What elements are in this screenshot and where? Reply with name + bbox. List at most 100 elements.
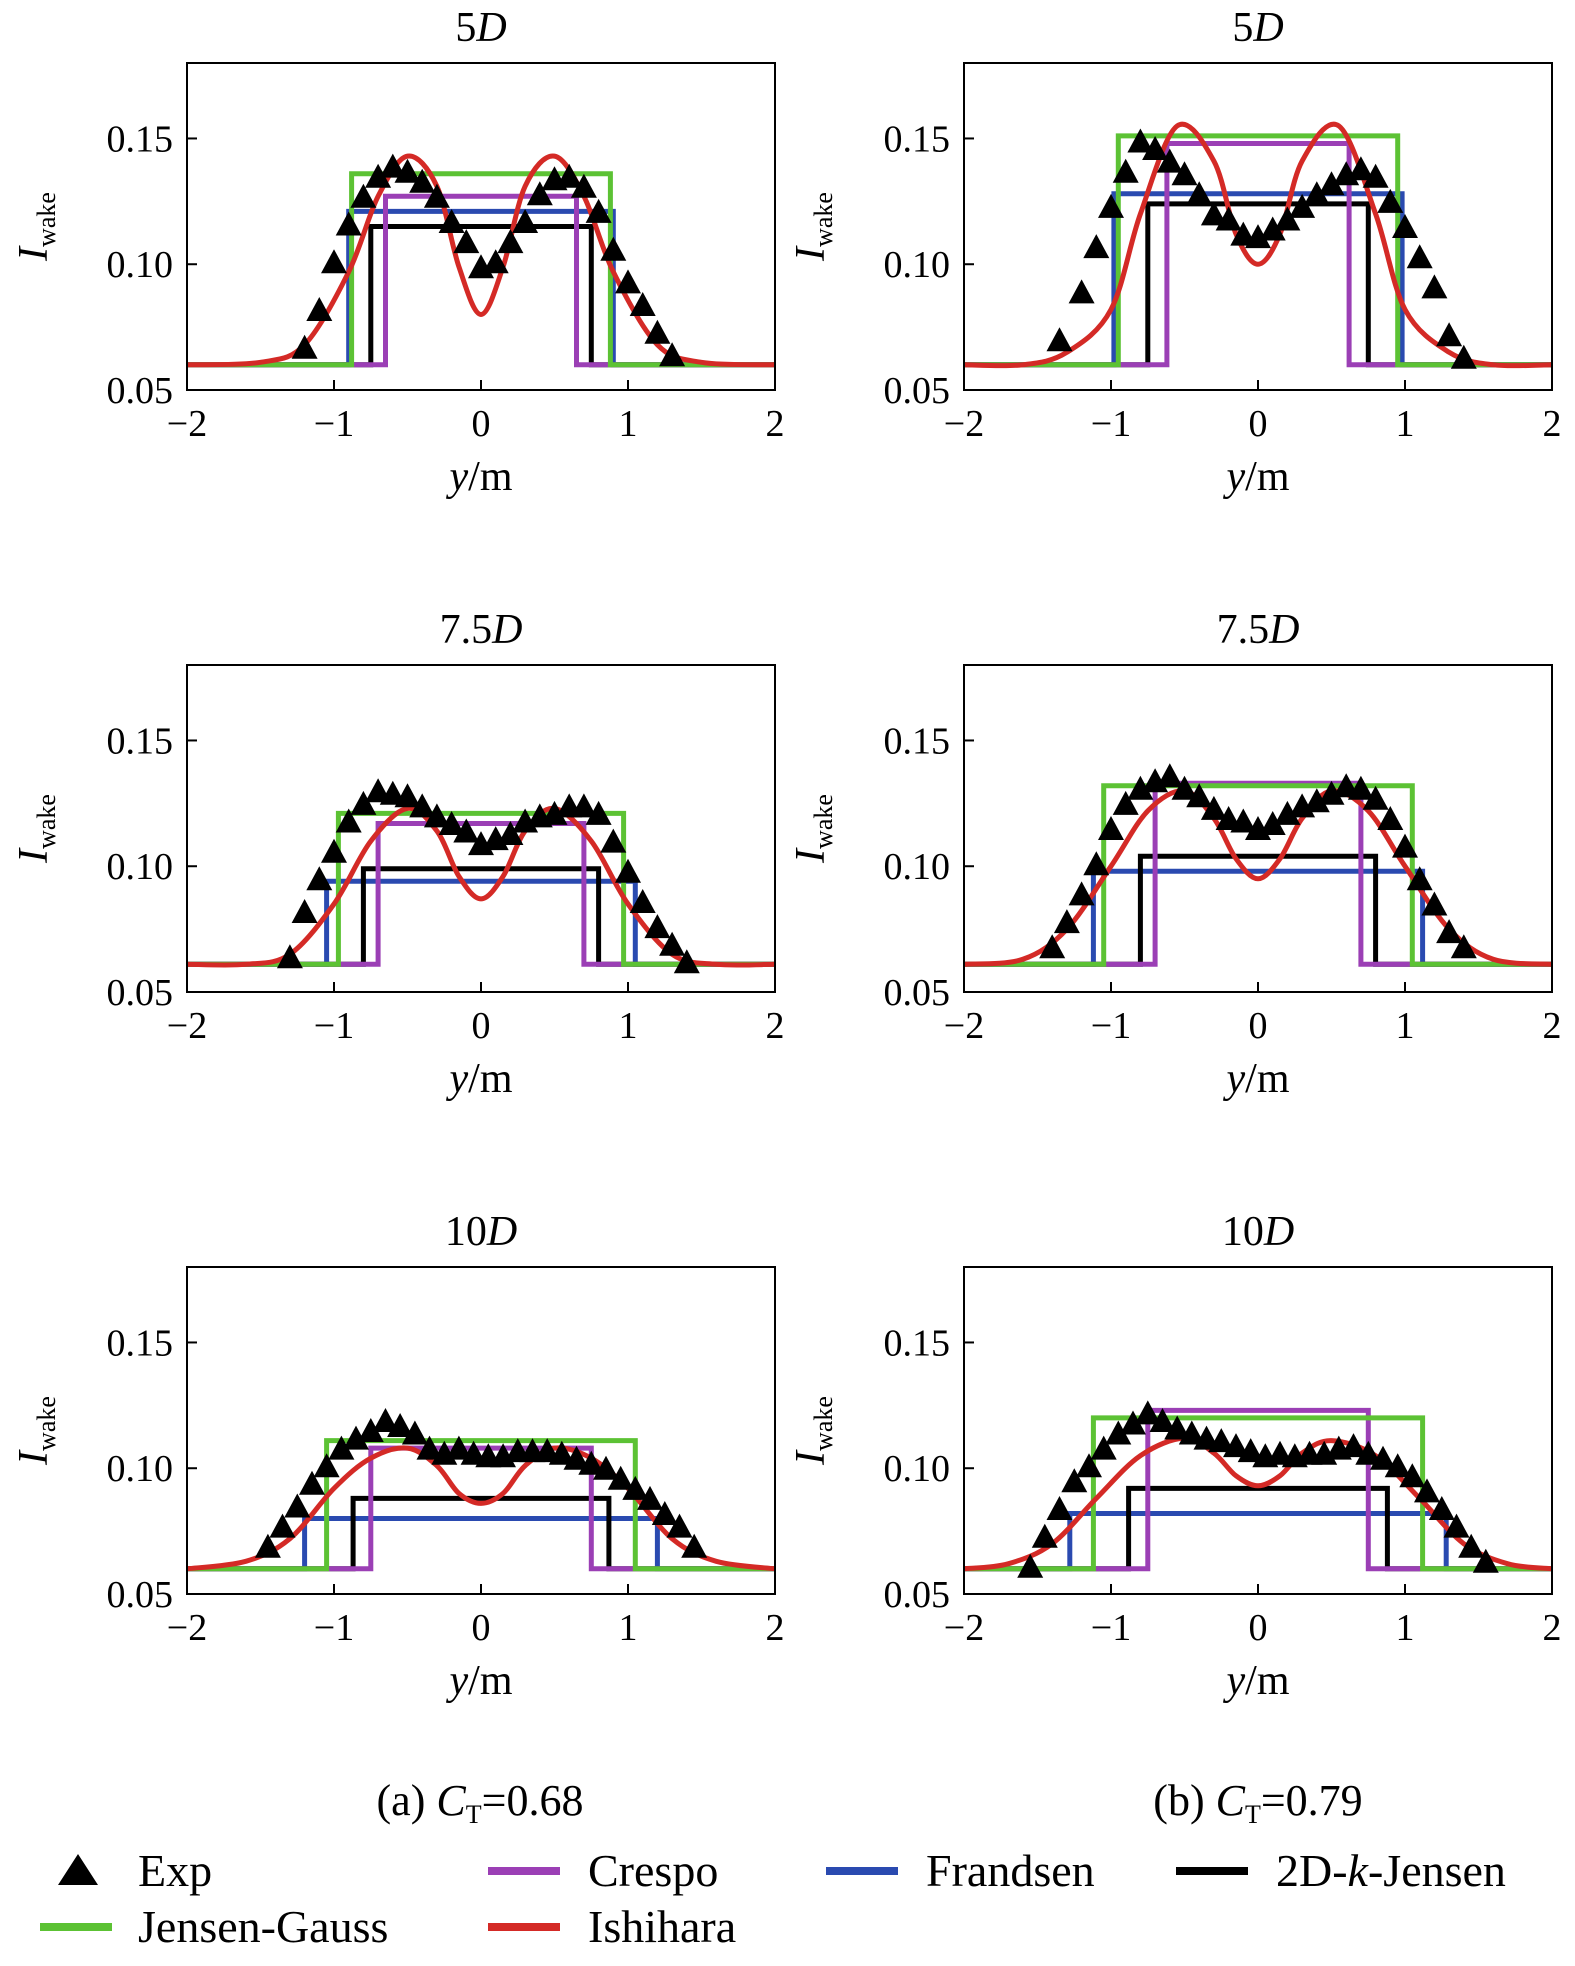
panel-a-5d-exp-point [409,168,436,193]
panel-b-5d-ishihara-line [964,121,1552,369]
panel-a-7-5d-exp-point [276,944,303,969]
panel-b-5d-ylabel-sub: wake [809,192,838,247]
panel-b-10d-xlabel-unit: /m [1245,1658,1290,1704]
panel-b-7-5d-exp-point [1039,934,1066,959]
panel-b-7-5d-exp-point [1377,806,1404,830]
panel-b-5d-exp-point [1098,193,1124,218]
panel-b-5d-crespo-line [964,141,1552,368]
panel-a-5d-xtick-label: 1 [619,403,638,445]
panel-b-5d-xtick-label: −1 [1091,403,1131,445]
legend-ishihara-label: Ishihara [588,1901,736,1952]
panel-b-7-5d-exp-point [1347,775,1374,800]
panel-b-5d-ytick-label: 0.15 [884,118,951,160]
panel-b-7-5d-exp-point [1406,866,1433,891]
panel-b-5d-exp-point [1068,279,1095,304]
panel-a-10d-xtick-label: −2 [167,1607,207,1649]
panel-b-10d-exp-point [1120,1410,1146,1435]
legend-2dkjensen-label-b: -Jensen [1368,1845,1506,1896]
panel-a-10d-ylabel-var: I [11,1449,57,1466]
panel-b-10d-exp-point [1134,1400,1161,1425]
panel-b-7-5d-exp-point [1421,891,1448,916]
panel-b-5d-ytick-label: 0.05 [884,370,951,412]
legend-exp-label: Exp [138,1845,212,1896]
panel-b-10d-exp-point [1149,1408,1176,1432]
panel-b-10d-exp-point [1223,1433,1249,1458]
panel-a-10d: 10D −2 −1 0 1 2 0.05 0.10 0.15 y/m Iwake [11,1209,785,1704]
panel-a-5d-exp-point [394,158,421,183]
panel-b-10d-xlabel: y/m [1223,1658,1290,1704]
panel-b-10d-exp-point [1061,1468,1088,1493]
panel-b-5d-xtick-label: 0 [1249,403,1268,445]
panel-a-10d-exp-point [401,1420,428,1445]
panel-b-10d-exp-point [1164,1415,1191,1440]
panel-b-10d-jensen-gauss-line [964,1415,1552,1572]
panel-b-5d-exp-point [1274,206,1301,231]
panel-a-7-5d-ylabel: Iwake [11,794,61,864]
panel-a-5d-exp-point [306,297,333,321]
panel-b-10d-xtick-label: −2 [944,1607,984,1649]
panel-a-5d-exp-point [659,342,686,367]
panel-b-7-5d-exp-point [1230,808,1257,833]
panel-b-5d-exp-point [1377,188,1404,213]
panel-a-10d-exp-point [578,1450,605,1475]
panel-a-7-5d-exp-point [497,821,524,845]
panel-a-5d-xlabel-var: y [446,454,469,500]
panel-a-7-5d-xtick-label: 0 [472,1005,491,1047]
panel-a-7-5d-exp-point [585,800,612,825]
panel-b-7-5d-series [964,763,1552,967]
panel-b-7-5d-exp-point [1083,851,1110,876]
panel-a-7-5d-title: 7.5D [440,607,523,653]
panel-b-5d-exp-point [1406,244,1433,269]
panel-a-5d-exp-point [615,269,641,294]
panel-b-5d-exp-point [1303,181,1330,206]
caption-b-var: C [1216,1776,1246,1825]
panel-a-5d-2d-k-jensen-line [187,224,775,368]
panel-b-7-5d-xlabel-unit: /m [1245,1056,1290,1102]
panel-a-5d-title: 5D [455,5,506,51]
legend-item-exp: Exp [58,1845,212,1896]
panel-b-10d-exp-point [1105,1420,1132,1445]
legend-frandsen-label: Frandsen [926,1845,1095,1896]
panel-b-10d-xlabel-var: y [1223,1658,1246,1704]
panel-b-7-5d-ytick-label: 0.15 [884,720,951,762]
panel-b-10d-exp-point [1355,1440,1382,1465]
panel-b-5d-xlabel-unit: /m [1245,454,1290,500]
panel-b-7-5d-exp-point [1112,790,1139,815]
panel-b-10d-ylabel-sub: wake [809,1396,838,1451]
panel-a-10d-ytick-label: 0.10 [107,1448,174,1490]
panel-b-10d-exp-point [1384,1453,1411,1478]
panel-b-10d-xtick-label: 2 [1543,1607,1562,1649]
panel-a-10d-jensen-gauss-line [187,1438,775,1572]
panel-a-10d-exp-point [416,1435,443,1460]
panel-b-7-5d-ytick-label: 0.10 [884,846,951,888]
panel-a-5d-xlabel-unit: /m [468,454,513,500]
panel-a-5d-exp-point [526,181,553,206]
legend-item-frandsen: Frandsen [826,1845,1095,1896]
panel-a-10d-exp-point [299,1470,325,1495]
legend-crespo-label: Crespo [588,1845,718,1896]
panel-b-10d-crespo-line [964,1407,1552,1572]
panel-b-7-5d-ylabel-var: I [788,847,834,864]
panel-b-10d-ylabel: Iwake [788,1396,838,1466]
panel-a-7-5d-exp-point [453,818,480,843]
legend-jensen-gauss-label: Jensen-Gauss [138,1901,388,1952]
panel-b-7-5d-xlabel-var: y [1223,1056,1246,1102]
panel-a-7-5d-exp-point [629,889,656,913]
panel-b-7-5d-ytick-label: 0.05 [884,972,951,1014]
caption-b: (b) CT=0.79 [1153,1776,1362,1829]
panel-b-7-5d-exp-point [1436,919,1463,944]
panel-b-7-5d-xtick-label: −1 [1091,1005,1131,1047]
panel-a-5d-exp-point [512,209,539,233]
panel-a-7-5d-exp-point [541,800,568,825]
panel-a-10d-ytick-label: 0.15 [107,1322,174,1364]
panel-b-10d-exp-point [1472,1548,1499,1573]
panel-b-5d-title-var: D [1252,5,1283,51]
panel-b-7-5d-exp-point [1186,783,1213,808]
panel-b-10d-exp-point [1237,1438,1264,1463]
panel-b-7-5d-exp-point [1200,795,1227,820]
panel-b-10d-exp-point [1208,1428,1235,1453]
panel-b-5d-jensen-gauss-line [964,133,1552,368]
panel-b-7-5d-xtick-label: 0 [1249,1005,1268,1047]
panel-a-10d-xlabel-var: y [446,1658,469,1704]
panel-a-5d-xtick-label: 0 [472,403,491,445]
